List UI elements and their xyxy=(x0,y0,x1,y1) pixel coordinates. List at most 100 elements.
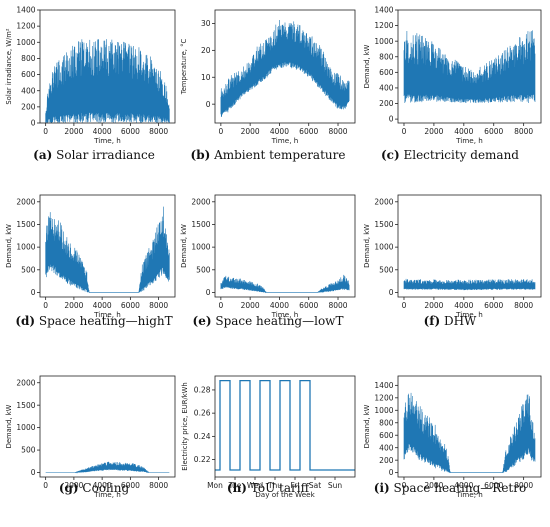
x-tick-label: 8000 xyxy=(149,127,168,136)
y-tick-label: 1400 xyxy=(374,6,393,15)
y-tick-label: 200 xyxy=(379,456,394,465)
panel-c: 0 2000 4000 6000 8000 0 200 400 600 800 1000 1200 14… xyxy=(363,6,542,162)
plot-frame xyxy=(39,194,176,298)
x-axis-label: Time, h xyxy=(271,136,299,145)
y-tick-label: 0.26 xyxy=(194,409,211,418)
x-tick-label: 6000 xyxy=(484,127,503,136)
series-trace xyxy=(45,206,170,293)
y-tick-label: 1000 xyxy=(16,423,35,432)
y-tick-label: 2000 xyxy=(191,197,210,206)
x-tick-label: 2000 xyxy=(424,127,443,136)
y-tick-label: 1000 xyxy=(374,406,393,415)
caption-text: Ambient temperature xyxy=(210,148,345,162)
panel-a: 0 2000 4000 6000 8000 0 200 400 600 800 1000 1200 14… xyxy=(5,6,176,162)
x-tick-label: 2000 xyxy=(424,481,443,490)
x-tick-label: 2000 xyxy=(241,301,260,310)
y-tick-label: 200 xyxy=(21,102,36,111)
caption-letter: (f) xyxy=(424,314,441,328)
caption-letter: (i) xyxy=(374,481,390,495)
plot-frame xyxy=(39,375,176,478)
y-tick-label: 400 xyxy=(21,86,36,95)
x-tick-label: 0 xyxy=(43,127,48,136)
y-tick-label: 0 xyxy=(31,119,36,128)
x-tick-label: Sat xyxy=(309,481,321,490)
y-axis-label: Demand, kW xyxy=(363,44,371,88)
x-tick-label: 2000 xyxy=(424,301,443,310)
series-line xyxy=(220,274,350,294)
panel-b: 0 2000 4000 6000 8000 0 10 20 30 Time, h Temperatu… xyxy=(180,9,356,162)
y-tick-label: 0 xyxy=(206,288,211,297)
y-tick-label: 600 xyxy=(379,431,394,440)
x-axis-label: Time, h xyxy=(455,490,483,499)
caption-text: Cooling xyxy=(79,481,130,495)
plot-frame xyxy=(397,375,542,478)
x-tick-label: 2000 xyxy=(64,127,83,136)
panel-caption: (f) DHW xyxy=(424,314,477,328)
x-axis-label: Time, h xyxy=(455,310,483,319)
x-tick-label: 8000 xyxy=(514,301,533,310)
x-tick-label: 6000 xyxy=(121,301,140,310)
y-tick-label: 1200 xyxy=(374,21,393,30)
plot-frame xyxy=(397,9,542,124)
panel-caption: (g) Cooling xyxy=(59,481,130,495)
y-tick-label: 500 xyxy=(21,446,36,455)
y-tick-label: 1500 xyxy=(191,220,210,229)
caption-text: ToU tariff xyxy=(247,481,311,495)
x-tick-label: 6000 xyxy=(121,481,140,490)
y-tick-label: 2000 xyxy=(16,378,35,387)
x-tick-label: 0 xyxy=(43,481,48,490)
y-tick-label: 0 xyxy=(389,115,394,124)
y-tick-label: 0 xyxy=(31,468,36,477)
panel-caption: (a) Solar irradiance xyxy=(33,148,155,162)
x-tick-label: 4000 xyxy=(454,301,473,310)
y-tick-label: 0 xyxy=(389,288,394,297)
x-tick-label: 8000 xyxy=(149,481,168,490)
y-tick-label: 1400 xyxy=(16,6,35,15)
x-tick-label: 4000 xyxy=(93,127,112,136)
series-trace xyxy=(45,39,170,123)
y-tick-label: 600 xyxy=(379,68,394,77)
series-line xyxy=(45,461,170,474)
series-trace xyxy=(403,392,536,474)
y-tick-label: 30 xyxy=(201,19,211,28)
y-tick-label: 20 xyxy=(201,46,211,55)
series-line xyxy=(45,206,170,293)
x-tick-label: 2000 xyxy=(64,301,83,310)
x-tick-label: Tue xyxy=(228,481,242,490)
x-axis-label: Time, h xyxy=(93,136,121,145)
caption-text: Space heating—lowT xyxy=(212,314,344,328)
y-tick-label: 400 xyxy=(379,84,394,93)
caption-text: Solar irradiance xyxy=(52,148,155,162)
panel-f: 0 2000 4000 6000 8000 0 500 1000 1500 2000 Time, h… xyxy=(363,194,542,328)
plot-frame xyxy=(397,194,542,298)
y-tick-label: 0 xyxy=(389,468,394,477)
x-tick-label: 0 xyxy=(43,301,48,310)
panel-caption: (d) Space heating—highT xyxy=(15,314,172,328)
y-tick-label: 10 xyxy=(201,73,211,82)
x-tick-label: 6000 xyxy=(299,301,318,310)
x-tick-label: 2000 xyxy=(241,127,260,136)
x-tick-label: Thu xyxy=(267,481,282,490)
series-line xyxy=(403,30,536,104)
x-tick-label: 0 xyxy=(218,127,223,136)
y-tick-label: 1000 xyxy=(16,243,35,252)
y-tick-label: 2000 xyxy=(16,197,35,206)
caption-text: Space heating—Retro xyxy=(390,481,526,495)
x-tick-label: 0 xyxy=(402,301,407,310)
series-trace xyxy=(403,278,536,291)
series-trace xyxy=(45,461,170,474)
x-tick-label: 6000 xyxy=(484,481,503,490)
y-axis-label: Demand, kW xyxy=(363,224,371,268)
y-tick-label: 0.22 xyxy=(194,455,211,464)
y-tick-label: 1500 xyxy=(374,220,393,229)
y-tick-label: 500 xyxy=(196,265,211,274)
panel-caption: (h) ToU tariff xyxy=(227,481,311,495)
y-axis-label: Demand, kW xyxy=(5,404,13,448)
panel-d: 0 2000 4000 6000 8000 0 500 1000 1500 2000 Time, h… xyxy=(5,194,176,328)
y-axis-label: Solar irradiance, W/m² xyxy=(5,28,13,105)
y-tick-label: 1200 xyxy=(16,22,35,31)
panel-h: Mon Tue Wed Thu Fri Sat Sun 0.22 0.24 0.26 0.28 Day… xyxy=(181,375,356,499)
y-tick-label: 800 xyxy=(21,54,36,63)
y-tick-label: 0 xyxy=(206,100,211,109)
